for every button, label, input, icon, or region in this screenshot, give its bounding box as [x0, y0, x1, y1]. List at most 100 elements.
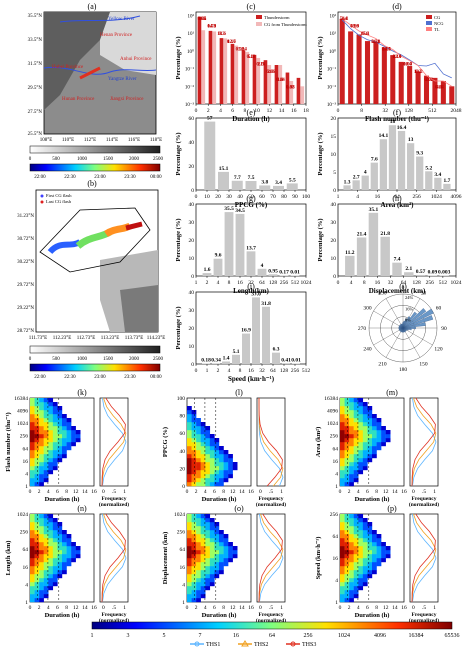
side-tick-label: 0: [259, 605, 262, 611]
heatmap-cell: [34, 406, 40, 411]
heatmap-cell: [367, 558, 373, 563]
ths2-label: THS2: [254, 642, 268, 648]
lat-tick: 31.5°N: [28, 62, 43, 67]
panel-label-i: (i): [247, 282, 255, 291]
heatmap-cell: [30, 578, 35, 583]
heatmap-k: (k)0 2 4 6 8 12 14 161416642561024409616384Dura…: [5, 388, 129, 508]
region-label: Yangtze River: [108, 77, 137, 82]
heatmap-cell: [34, 514, 40, 519]
data-label: 21.8: [380, 231, 390, 237]
map-a-storm-track: [79, 66, 101, 80]
heatmap-cell: [367, 438, 373, 443]
x-axis-label: Duration (h): [355, 612, 390, 619]
chart-h: (h)Displacement (km)Percentage (%)010203…: [317, 194, 462, 295]
heatmap-cell: [196, 430, 201, 435]
heatmap-cell: [362, 422, 368, 427]
lat-tick: 30.22°N: [17, 260, 34, 265]
heatmap-cell: [43, 438, 49, 443]
x-tick-label: 18: [303, 108, 309, 114]
x-tick-label: 32: [248, 280, 254, 286]
x-tick-label: 6: [366, 489, 369, 495]
heatmap-cell: [57, 418, 63, 423]
frequency-line: [101, 397, 126, 487]
heatmap-cell: [353, 398, 359, 403]
heatmap-cell: [52, 582, 58, 587]
heatmap-cell: [219, 482, 224, 487]
heatmap-cell: [52, 518, 58, 523]
colorbar-tick: 23:00: [94, 175, 106, 180]
heatmap-cell: [30, 518, 35, 523]
heatmap-cell: [358, 426, 364, 431]
heatmap-cell: [48, 550, 54, 555]
heatmap-cell: [358, 522, 364, 527]
x-tick-label: 256: [280, 280, 289, 286]
heatmap-cell: [48, 586, 54, 591]
heatmap-cell: [39, 546, 44, 551]
lat-tick: 31.23°N: [17, 214, 34, 219]
heatmap-cell: [30, 418, 35, 423]
data-label: 9.3: [416, 151, 423, 157]
heatmap-cell: [57, 522, 63, 527]
heatmap-cell: [66, 542, 72, 547]
bar: [257, 268, 267, 276]
y-tick-label: 20: [189, 238, 195, 244]
heatmap-cell: [344, 590, 350, 595]
heatmap-cell: [209, 434, 215, 439]
heatmap-cell: [367, 562, 373, 567]
heatmap-cell: [39, 518, 44, 523]
heatmap-cell: [66, 442, 72, 447]
bar: [252, 297, 260, 364]
heatmap-cell: [372, 430, 377, 435]
heatmap-cell: [340, 542, 345, 547]
data-label: 0.70: [207, 25, 216, 30]
x-tick-label: 8: [375, 489, 378, 495]
heatmap-cell: [187, 538, 192, 543]
side-tick-label: 1: [433, 605, 436, 611]
bar: [397, 130, 406, 190]
heatmap-cell: [340, 550, 345, 555]
heatmap-cell: [30, 554, 35, 559]
heatmap-cell: [353, 578, 359, 583]
chart-j: (j)03060901201501802102402703003308%16%2…: [358, 282, 447, 373]
heatmap-cell: [57, 566, 63, 571]
data-label: 0.01: [198, 17, 207, 22]
heatmap-cell: [191, 574, 197, 579]
heatmap-cell: [62, 530, 67, 535]
lon-tick: 112.23°E: [53, 336, 72, 341]
x-tick-label: 0: [186, 489, 189, 495]
heatmap-cell: [52, 570, 58, 575]
y-tick-label: 10⁰: [187, 49, 194, 55]
heatmap-cell: [205, 530, 211, 535]
heatmap-cell: [214, 530, 220, 535]
x-tick-label: 128: [413, 280, 422, 286]
heatmap-cell: [344, 594, 350, 599]
legend-label: NCG: [434, 21, 444, 26]
panel-label-l: (l): [235, 388, 243, 397]
heatmap-cell: [205, 518, 211, 523]
data-label: 3.4: [434, 172, 441, 178]
heatmap-cell: [353, 542, 359, 547]
bar: [218, 171, 229, 190]
side-axis-label: Frequency: [412, 612, 437, 618]
y-tick-label: 100: [177, 396, 186, 402]
heatmap-cell: [344, 562, 350, 567]
heatmap-cell: [353, 418, 359, 423]
frequency-line: [258, 397, 283, 487]
heatmap-cell: [358, 430, 364, 435]
heatmap-cell: [214, 458, 220, 463]
heatmap-cell: [353, 534, 359, 539]
heatmap-cell: [344, 558, 350, 563]
heatmap-cell: [209, 550, 215, 555]
heatmap-cell: [196, 446, 201, 451]
heatmap-cell: [372, 422, 377, 427]
heatmap-cell: [358, 538, 364, 543]
heatmap-cell: [214, 462, 220, 467]
heatmap-cell: [372, 562, 377, 567]
heatmap-cell: [30, 590, 35, 595]
data-label: 0.16: [256, 63, 265, 68]
heatmap-cell: [372, 446, 377, 451]
heatmap-cell: [385, 550, 391, 555]
heatmap-cell: [30, 586, 35, 591]
data-label: 11.2: [345, 250, 355, 256]
heatmap-cell: [196, 438, 201, 443]
